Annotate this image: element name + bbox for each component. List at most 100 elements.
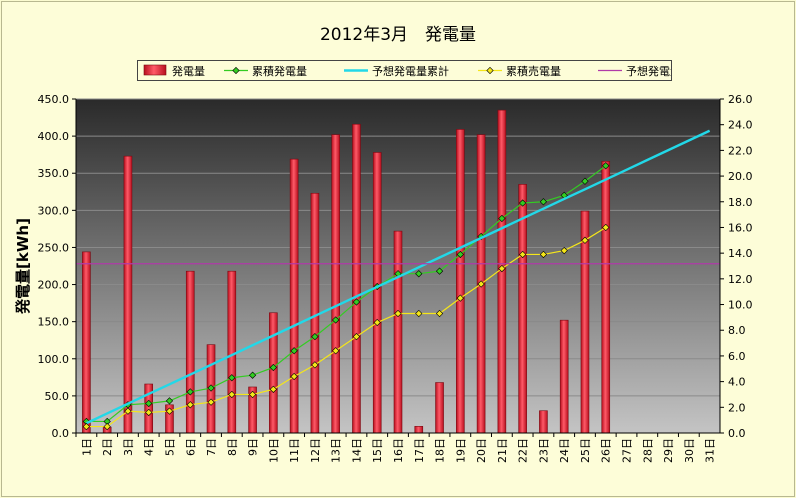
bar bbox=[310, 192, 320, 434]
data-point bbox=[539, 250, 548, 259]
y-right-tick-label: 6.0 bbox=[728, 350, 746, 363]
y-left-tick-label: 250.0 bbox=[38, 241, 70, 254]
legend-item: 累積発電量 bbox=[224, 64, 307, 78]
data-point bbox=[498, 214, 506, 223]
x-tick-label: 13日 bbox=[330, 438, 343, 463]
data-point bbox=[124, 407, 132, 415]
bar bbox=[331, 134, 340, 434]
data-point bbox=[560, 246, 568, 255]
x-tick-label: 30日 bbox=[683, 438, 696, 463]
series-line bbox=[85, 129, 711, 425]
x-tick-label: 18日 bbox=[434, 438, 447, 463]
x-tick-label: 26日 bbox=[600, 438, 613, 463]
data-point bbox=[290, 372, 298, 381]
data-point bbox=[435, 267, 444, 275]
legend-label: 累積発電量 bbox=[252, 64, 307, 78]
data-point bbox=[602, 223, 610, 232]
data-point bbox=[207, 384, 215, 392]
data-point bbox=[352, 333, 361, 341]
y-right-tick-label: 8.0 bbox=[728, 324, 746, 337]
data-point bbox=[269, 385, 277, 393]
data-point bbox=[82, 422, 91, 431]
bar bbox=[82, 251, 91, 434]
data-point bbox=[435, 309, 444, 318]
y-left-tick-label: 0.0 bbox=[52, 427, 70, 440]
data-point bbox=[373, 318, 381, 327]
bar bbox=[227, 270, 237, 434]
data-point bbox=[103, 422, 111, 431]
data-point bbox=[352, 298, 361, 306]
data-point bbox=[145, 399, 153, 408]
legend-item: 予想発電量累計 bbox=[344, 64, 449, 78]
x-tick-label: 4日 bbox=[143, 438, 156, 456]
data-point bbox=[269, 363, 277, 372]
data-point bbox=[477, 280, 485, 288]
data-point bbox=[581, 236, 589, 244]
legend-item: 累積売電量 bbox=[478, 64, 561, 78]
x-tick-label: 10日 bbox=[267, 438, 280, 463]
bar bbox=[269, 312, 278, 434]
x-tick-label: 27日 bbox=[621, 438, 634, 463]
y-left-tick-label: 400.0 bbox=[38, 130, 70, 143]
bar bbox=[123, 155, 133, 434]
legend-label: 累積売電量 bbox=[506, 64, 561, 78]
legend-label: 発電量 bbox=[172, 64, 205, 78]
x-tick-label: 31日 bbox=[704, 438, 717, 463]
x-tick-label: 5日 bbox=[163, 438, 176, 456]
bar bbox=[456, 129, 465, 434]
series-line bbox=[86, 226, 607, 428]
y-left-tick-label: 150.0 bbox=[38, 316, 70, 329]
bar bbox=[539, 410, 548, 434]
data-point bbox=[165, 407, 174, 415]
data-point bbox=[248, 390, 257, 399]
bar bbox=[518, 184, 527, 434]
data-point bbox=[519, 199, 527, 207]
x-tick-label: 29日 bbox=[662, 438, 675, 463]
x-tick-label: 14日 bbox=[350, 438, 363, 463]
data-point bbox=[332, 316, 340, 324]
series-line bbox=[86, 165, 607, 423]
data-point bbox=[581, 177, 589, 185]
legend-label: 予想発電量累計 bbox=[372, 64, 449, 78]
data-point bbox=[602, 162, 610, 170]
data-point bbox=[186, 388, 194, 396]
y-right-tick-label: 12.0 bbox=[728, 273, 753, 286]
data-point bbox=[165, 397, 174, 405]
y-right-tick-label: 26.0 bbox=[728, 93, 753, 106]
bar bbox=[185, 270, 195, 434]
bar bbox=[352, 123, 361, 434]
bar bbox=[601, 161, 611, 434]
x-tick-label: 22日 bbox=[517, 438, 530, 463]
x-tick-label: 6日 bbox=[184, 438, 197, 456]
y-right-tick-label: 16.0 bbox=[728, 221, 753, 234]
data-point bbox=[456, 294, 464, 302]
y-left-tick-label: 100.0 bbox=[38, 353, 70, 366]
data-point bbox=[498, 264, 506, 273]
x-tick-label: 8日 bbox=[226, 438, 239, 456]
legend-marker bbox=[486, 66, 494, 75]
bar bbox=[559, 319, 569, 434]
legend-item: 発電量 bbox=[143, 64, 205, 78]
y-right-tick-label: 22.0 bbox=[728, 144, 753, 157]
bar bbox=[393, 230, 403, 434]
x-tick-label: 23日 bbox=[537, 438, 550, 463]
data-point bbox=[332, 347, 340, 355]
data-point bbox=[248, 371, 257, 379]
x-tick-label: 2日 bbox=[101, 438, 114, 456]
data-point bbox=[415, 309, 423, 318]
y-left-tick-label: 50.0 bbox=[45, 390, 70, 403]
bar bbox=[580, 210, 590, 434]
legend-swatch bbox=[143, 64, 167, 76]
x-tick-label: 17日 bbox=[413, 438, 426, 463]
x-tick-label: 16日 bbox=[392, 438, 405, 463]
data-point bbox=[311, 333, 319, 341]
y-right-tick-label: 10.0 bbox=[728, 299, 753, 312]
x-tick-label: 24日 bbox=[558, 438, 571, 463]
x-tick-label: 12日 bbox=[309, 438, 322, 463]
y-right-tick-label: 24.0 bbox=[728, 119, 753, 132]
data-point bbox=[145, 408, 153, 417]
x-tick-label: 20日 bbox=[475, 438, 488, 463]
x-tick-label: 1日 bbox=[80, 438, 93, 456]
x-tick-label: 11日 bbox=[288, 438, 301, 463]
